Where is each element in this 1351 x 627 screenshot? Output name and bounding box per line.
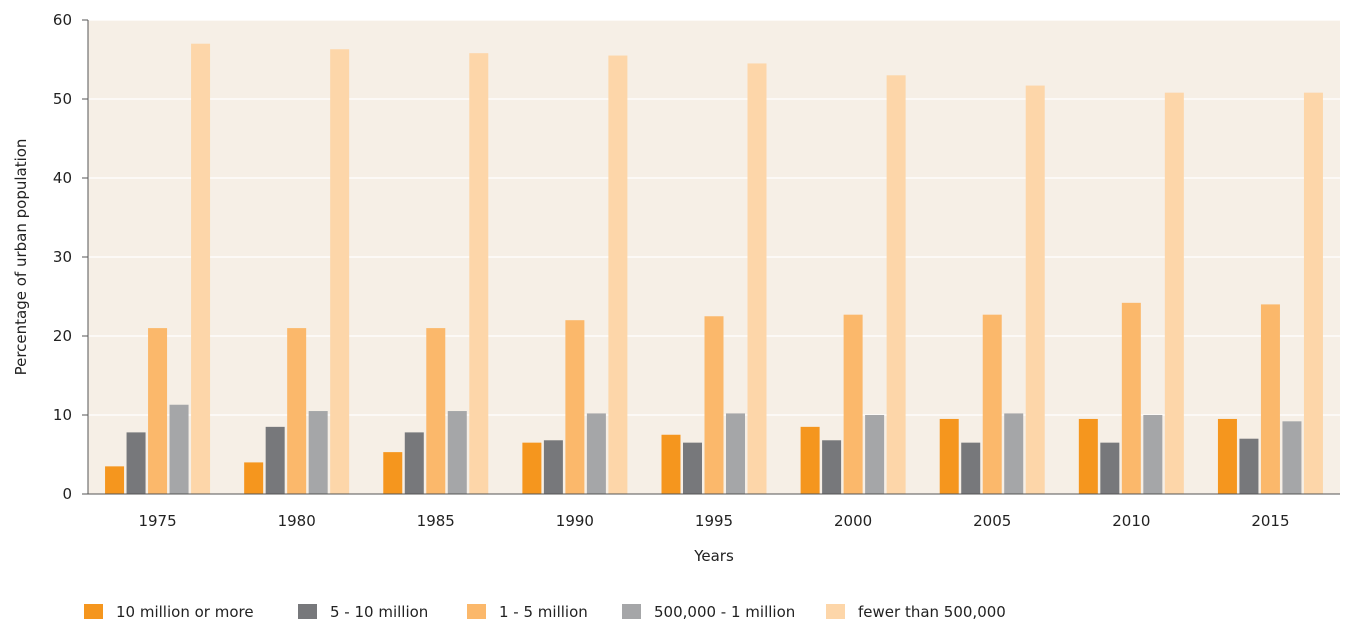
axes [87, 20, 1340, 495]
bar-1995-0 [661, 434, 681, 494]
bar-1985-2 [426, 328, 446, 494]
x-tick-label: 1995 [695, 512, 733, 530]
bar-2005-0 [939, 418, 959, 494]
bar-1975-4 [191, 43, 211, 494]
bar-2010-4 [1164, 92, 1184, 495]
bar-1980-2 [287, 328, 307, 494]
bar-1995-2 [704, 316, 724, 494]
bar-1985-0 [383, 452, 403, 494]
bar-1985-3 [447, 411, 467, 494]
bar-1975-0 [105, 466, 125, 494]
bar-2005-4 [1025, 85, 1045, 494]
bar-1980-1 [265, 426, 285, 494]
x-tick-label: 2015 [1251, 512, 1289, 530]
bar-1990-0 [522, 442, 542, 494]
bar-2010-3 [1143, 415, 1163, 494]
bar-2005-3 [1004, 413, 1024, 494]
legend-swatch [622, 604, 641, 619]
bar-1995-4 [747, 63, 767, 494]
bar-1980-3 [308, 411, 328, 494]
bar-2005-2 [982, 314, 1002, 494]
legend-swatch [84, 604, 103, 619]
bar-1975-3 [169, 404, 189, 494]
bar-1975-1 [126, 432, 146, 494]
bar-1990-1 [543, 440, 563, 494]
y-tick-label: 30 [53, 248, 72, 266]
legend-label: 10 million or more [116, 603, 254, 621]
bar-1990-2 [565, 320, 585, 494]
legend-swatch [826, 604, 845, 619]
y-tick-label: 40 [53, 169, 72, 187]
legend: 10 million or more 5 - 10 million 1 - 5 mi… [84, 603, 1006, 621]
bar-2000-3 [865, 415, 885, 494]
legend-swatch [467, 604, 486, 619]
bar-2015-4 [1303, 92, 1323, 495]
x-tick-labels: 1975 1980 1985 1990 1995 2000 2005 2010 2015 [138, 512, 1289, 530]
legend-label: 500,000 - 1 million [654, 603, 795, 621]
bar-2000-4 [886, 75, 906, 495]
y-tick-label: 0 [62, 485, 72, 503]
x-tick-label: 2010 [1112, 512, 1150, 530]
bar-1990-4 [608, 55, 628, 495]
bar-2000-1 [822, 440, 842, 494]
bar-1985-4 [469, 53, 489, 495]
legend-label: fewer than 500,000 [858, 603, 1006, 621]
y-tick-label: 60 [53, 11, 72, 29]
x-tick-label: 1990 [556, 512, 594, 530]
bar-2015-0 [1217, 418, 1237, 494]
bar-1995-1 [683, 442, 702, 494]
bar-2000-0 [800, 426, 820, 494]
bar-2010-0 [1078, 418, 1098, 494]
bar-1985-1 [404, 432, 424, 494]
bar-2005-1 [961, 442, 981, 494]
bar-2010-2 [1121, 302, 1141, 494]
bar-1990-3 [586, 413, 606, 494]
y-axis-title: Percentage of urban population [12, 139, 30, 376]
legend-label: 5 - 10 million [330, 603, 428, 621]
bar-2015-1 [1239, 438, 1259, 494]
bar-2015-2 [1260, 304, 1280, 494]
bar-1995-3 [726, 413, 745, 494]
legend-label: 1 - 5 million [499, 603, 588, 621]
bar-1975-2 [148, 328, 168, 494]
y-tick-labels: 0 10 20 30 40 50 60 [53, 11, 72, 503]
bar-2010-1 [1100, 442, 1120, 494]
x-tick-label: 1980 [278, 512, 316, 530]
x-tick-label: 2000 [834, 512, 872, 530]
bar-1980-4 [330, 49, 350, 494]
y-tick-label: 50 [53, 90, 72, 108]
x-tick-label: 1975 [138, 512, 176, 530]
y-tick-label: 10 [53, 406, 72, 424]
bar-1980-0 [244, 462, 264, 494]
bar-2000-2 [843, 314, 863, 494]
x-tick-label: 2005 [973, 512, 1011, 530]
x-axis-title: Years [693, 547, 734, 565]
bars [105, 43, 1323, 495]
x-tick-label: 1985 [417, 512, 455, 530]
legend-swatch [298, 604, 317, 619]
y-tick-label: 20 [53, 327, 72, 345]
bar-2015-3 [1282, 421, 1302, 494]
